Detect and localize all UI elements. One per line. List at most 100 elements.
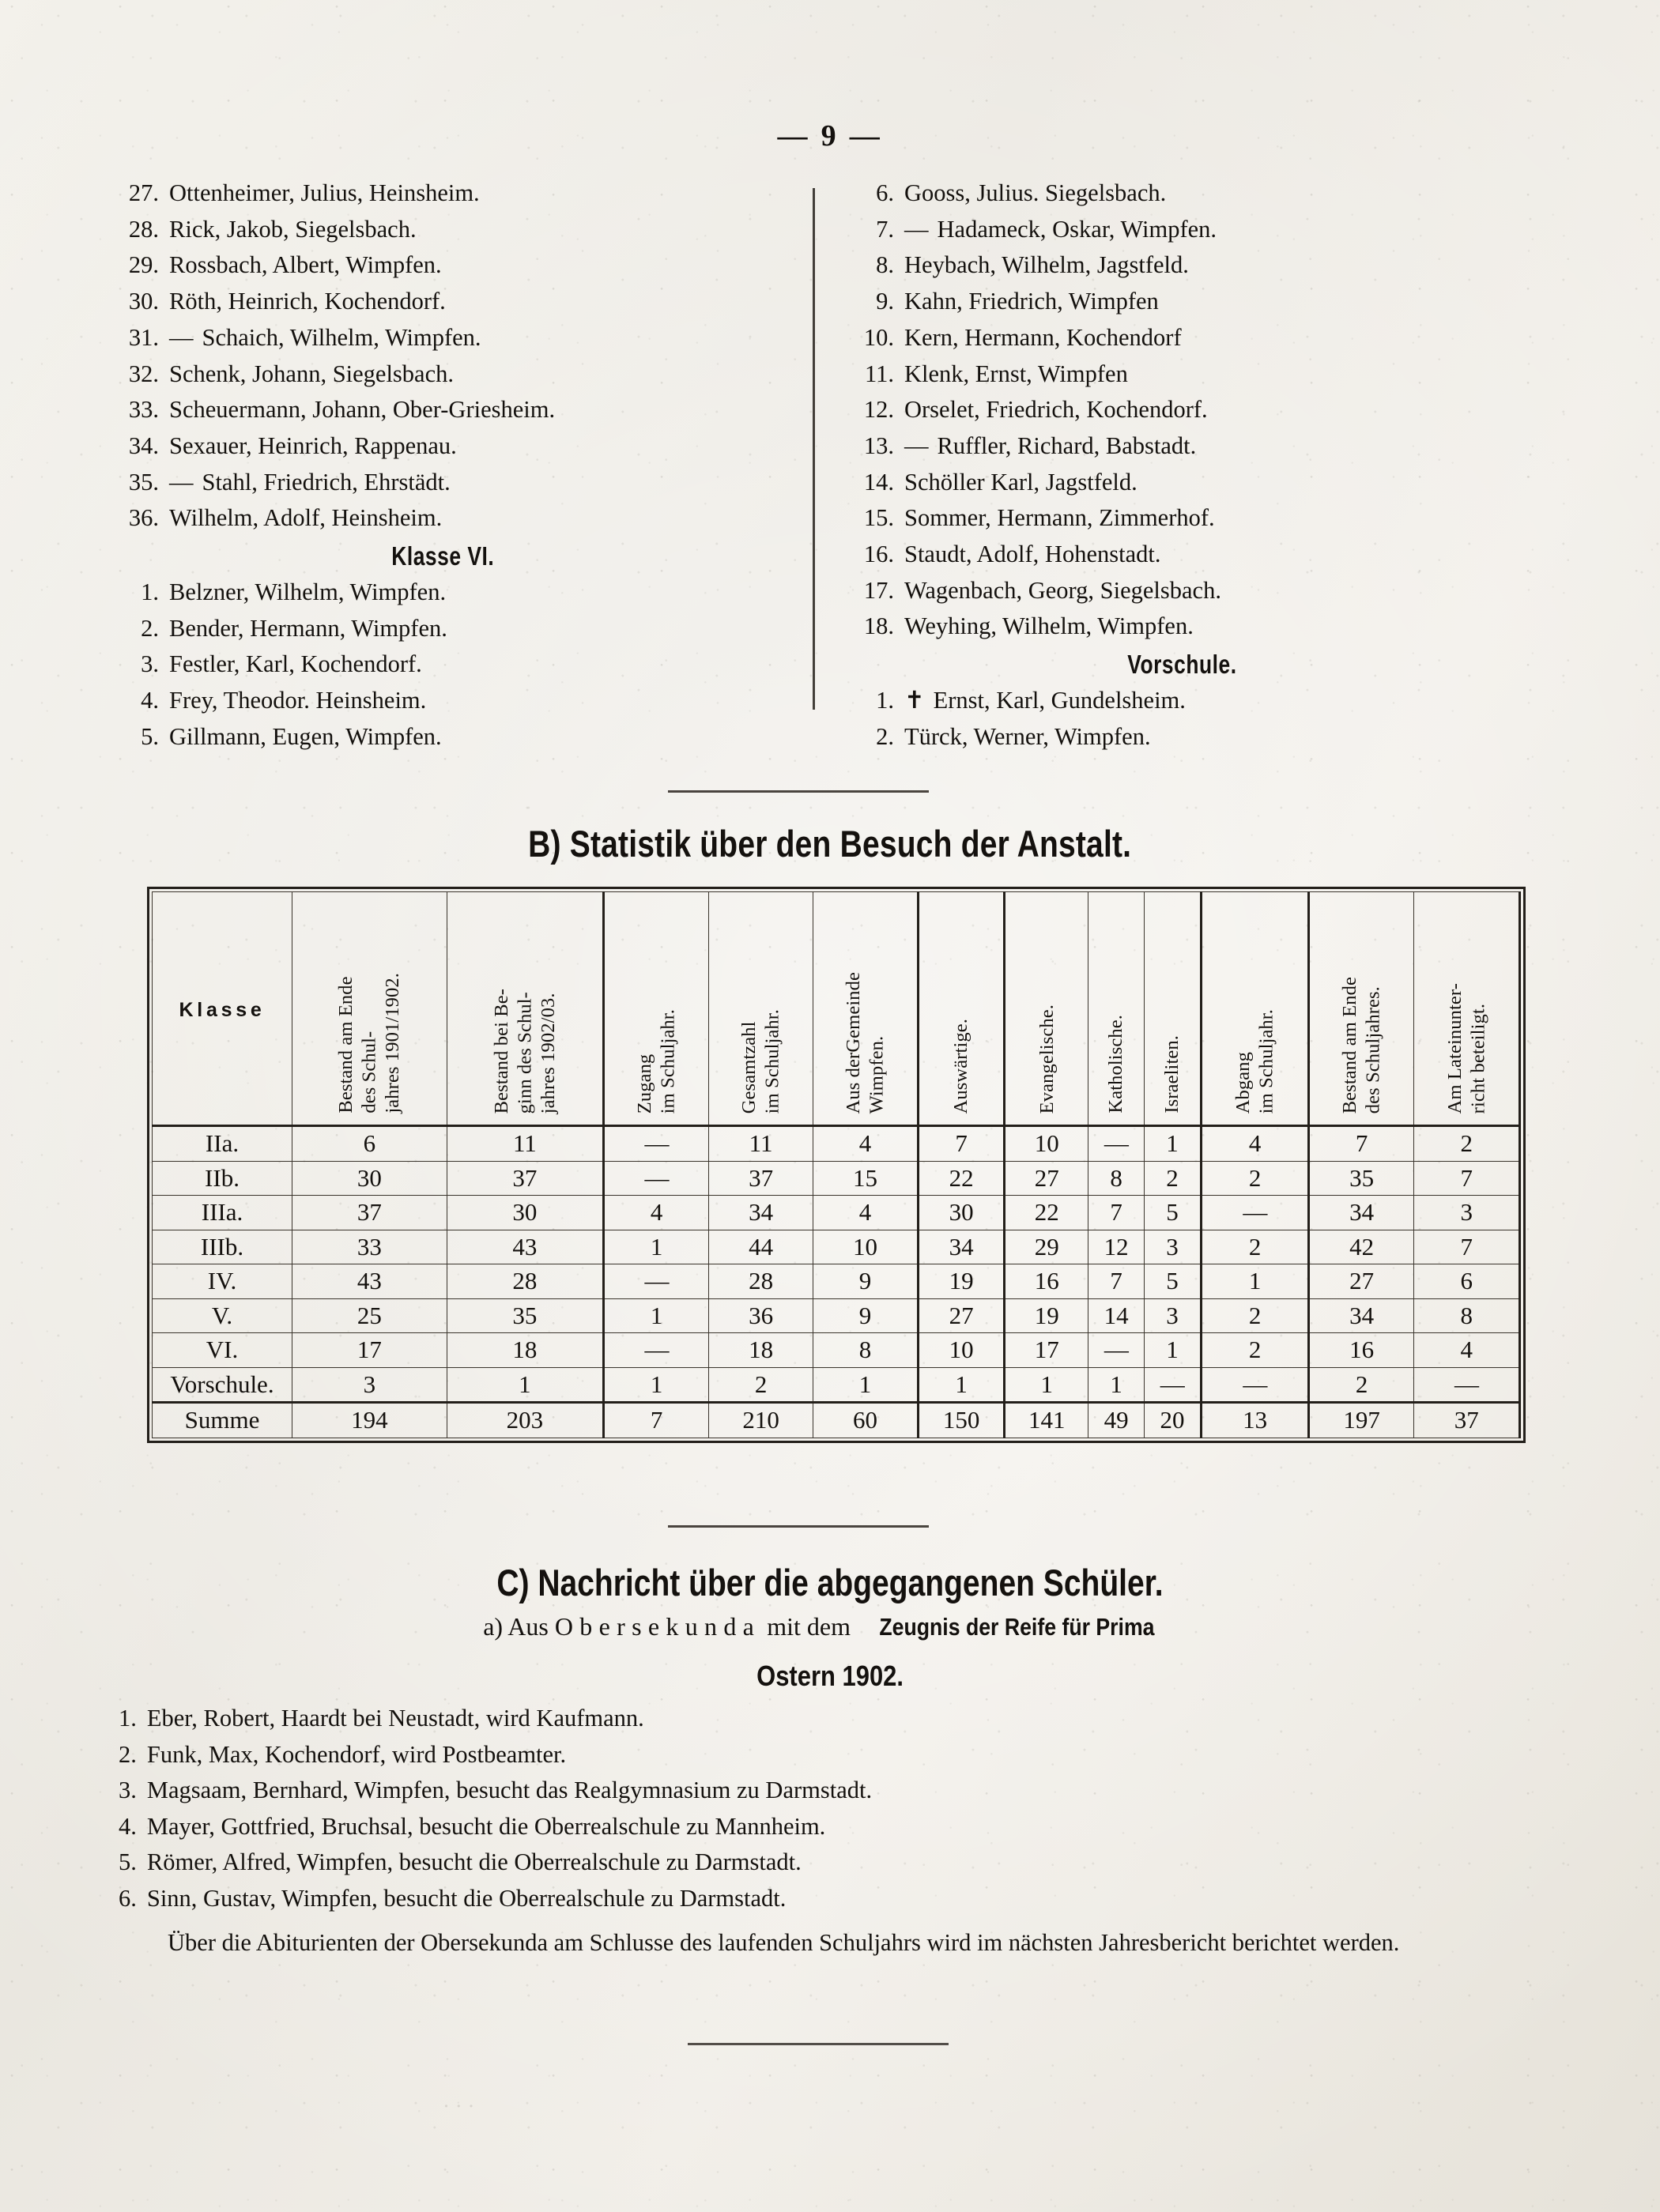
list-item: 4. Frey, Theodor. Heinsheim. — [119, 683, 767, 719]
statistics-cell: 4 — [602, 1195, 710, 1230]
statistics-cell: 9 — [812, 1298, 920, 1333]
list-item-text: Schenk, Johann, Siegelsbach. — [169, 360, 454, 387]
statistics-header-cell: Am Lateinunter- richt beteiligt. — [1413, 891, 1521, 1126]
statistics-cell: 8 — [812, 1332, 920, 1368]
statistics-header-cell: Bestand am Ende des Schul- jahres 1901/1… — [292, 891, 447, 1126]
statistics-cell: — — [602, 1160, 710, 1196]
list-item-number: 6. — [876, 179, 894, 206]
statistics-header-klasse-label: Klasse — [179, 998, 266, 1021]
statistics-row-label: IIb. — [152, 1160, 292, 1196]
list-item-text: Sexauer, Heinrich, Rappenau. — [169, 431, 457, 459]
list-item: 3. Festler, Karl, Kochendorf. — [119, 646, 767, 683]
list-item: 8. Heybach, Wilhelm, Jagstfeld. — [854, 247, 1510, 284]
departed-pupils-list: 1. Eber, Robert, Haardt bei Neustadt, wir… — [119, 1701, 1541, 1916]
list-item-text: Heybach, Wilhelm, Jagstfeld. — [904, 251, 1189, 279]
statistics-header-cell: Auswärtige. — [918, 891, 1005, 1126]
statistics-cell: 1 — [1143, 1332, 1203, 1368]
list-item-text: Staudt, Adolf, Hohenstadt. — [904, 541, 1161, 568]
list-item: 30. Röth, Heinrich, Kochendorf. — [119, 284, 767, 320]
statistics-cell: 3 — [292, 1366, 447, 1403]
statistics-cell: 5 — [1143, 1264, 1203, 1299]
list-item-text: Belzner, Wilhelm, Wimpfen. — [169, 578, 447, 606]
name-list-right-entries: 6. Gooss, Julius. Siegelsbach. 7. — Hadameck… — [854, 175, 1510, 645]
list-item-text: Eber, Robert, Haardt bei Neustadt, wird … — [146, 1705, 644, 1732]
statistics-cell: 2 — [1143, 1160, 1203, 1196]
statistics-row-label: Summe — [152, 1401, 292, 1438]
statistics-header-cell-label: Gesamtzahl im Schuljahr. — [738, 1008, 783, 1114]
statistics-cell: 1 — [812, 1366, 920, 1403]
statistics-cell: 17 — [292, 1332, 447, 1368]
statistics-row-label: VI. — [152, 1332, 292, 1368]
list-item: 3. Magsaam, Bernhard, Wimpfen, besucht da… — [119, 1773, 1541, 1809]
statistics-cell: 33 — [292, 1229, 447, 1264]
list-item-number: 27. — [128, 179, 159, 206]
statistics-cell: 6 — [1413, 1264, 1521, 1299]
statistics-cell: 30 — [292, 1160, 447, 1196]
list-item-text: Gillmann, Eugen, Wimpfen. — [169, 722, 442, 750]
list-item: 6. Sinn, Gustav, Wimpfen, besucht die Obe… — [119, 1881, 1541, 1917]
list-item-text: Wagenbach, Georg, Siegelsbach. — [904, 576, 1221, 604]
statistics-cell: 7 — [1307, 1125, 1415, 1162]
statistics-cell: 11 — [446, 1125, 605, 1162]
statistics-cell: 3 — [1143, 1298, 1203, 1333]
statistics-cell: 1 — [1143, 1125, 1203, 1162]
statistics-row-label: IIIb. — [152, 1229, 292, 1264]
statistics-cell: 10 — [1003, 1125, 1089, 1162]
statistics-total-row: Summe 194 203 7 210 60 150 141 49 20 13 197 37 — [152, 1401, 1521, 1438]
list-item-text: Wilhelm, Adolf, Heinsheim. — [169, 504, 443, 532]
statistics-cell: 20 — [1143, 1401, 1203, 1438]
dash-icon: — — [904, 215, 929, 243]
list-item: 18. Weyhing, Wilhelm, Wimpfen. — [854, 609, 1510, 645]
list-item: 35. — Stahl, Friedrich, Ehrstädt. — [119, 465, 767, 501]
table-row: IIIa. 37 30 4 34 4 30 22 7 5—34 3 — [152, 1195, 1521, 1230]
statistics-row-label: V. — [152, 1298, 292, 1333]
statistics-cell: 3 — [1413, 1195, 1521, 1230]
list-item-text: Magsaam, Bernhard, Wimpfen, besucht das … — [146, 1777, 873, 1803]
list-item-text: Römer, Alfred, Wimpfen, besucht die Ober… — [146, 1848, 802, 1875]
table-row: IIb. 30 37—37 15 22 27 8 2 2 35 7 — [152, 1160, 1521, 1196]
list-item: 16. Staudt, Adolf, Hohenstadt. — [854, 537, 1510, 573]
list-item: 12. Orselet, Friedrich, Kochendorf. — [854, 392, 1510, 428]
statistics-cell: 27 — [918, 1298, 1005, 1333]
list-item-text: Schaich, Wilhelm, Wimpfen. — [202, 323, 481, 351]
statistics-header-cell-label: Bestand am Ende des Schul- jahres 1901/1… — [335, 973, 404, 1114]
list-item-number: 5. — [141, 722, 159, 750]
statistics-header-row: Klasse Bestand am Ende des Schul- jahres … — [152, 891, 1521, 1126]
statistics-cell: 1 — [1003, 1366, 1089, 1403]
statistics-cell: — — [1088, 1125, 1145, 1162]
list-item: 6. Gooss, Julius. Siegelsbach. — [854, 175, 1510, 212]
statistics-cell: 36 — [708, 1298, 813, 1333]
list-item: 9. Kahn, Friedrich, Wimpfen — [854, 284, 1510, 320]
statistics-cell: 37 — [446, 1160, 605, 1196]
table-row: VI. 17 18—18 8 10 17—1 2 16 4 — [152, 1332, 1521, 1368]
statistics-header-cell: Israeliten. — [1143, 891, 1203, 1126]
statistics-header-cell-label: Israeliten. — [1161, 1035, 1183, 1114]
list-item-text: Schöller Karl, Jagstfeld. — [904, 468, 1137, 496]
list-item-number: 1. — [119, 1705, 137, 1732]
statistics-cell: 35 — [1307, 1160, 1415, 1196]
list-item: 7. — Hadameck, Oskar, Wimpfen. — [854, 212, 1510, 248]
subheading-a-prefix: a) Aus — [483, 1612, 555, 1641]
statistics-cell: 4 — [812, 1125, 920, 1162]
statistics-cell: 11 — [708, 1125, 813, 1162]
table-row: IIa. 6 11—11 4 7 10—1 4 7 2 — [152, 1125, 1521, 1162]
list-item: 4. Mayer, Gottfried, Bruchsal, besucht di… — [119, 1809, 1541, 1845]
statistics-cell: 141 — [1003, 1401, 1089, 1438]
statistics-cell: 3 — [1143, 1229, 1203, 1264]
statistics-cell: 30 — [446, 1195, 605, 1230]
list-item: 34. Sexauer, Heinrich, Rappenau. — [119, 428, 767, 465]
statistics-cell: 42 — [1307, 1229, 1415, 1264]
subheading-vorschule: Vorschule. — [854, 650, 1510, 680]
list-item: 31. — Schaich, Wilhelm, Wimpfen. — [119, 320, 767, 356]
statistics-cell: 60 — [812, 1401, 920, 1438]
list-item: 5. Gillmann, Eugen, Wimpfen. — [119, 719, 767, 756]
statistics-cell: 1 — [602, 1298, 710, 1333]
list-item-number: 10. — [863, 323, 894, 351]
list-item-number: 18. — [863, 612, 894, 640]
statistics-cell: 9 — [812, 1264, 920, 1299]
list-item-text: Scheuermann, Johann, Ober-Griesheim. — [169, 396, 556, 424]
subheading-a-zeugnis: Zeugnis der Reife für Prima — [879, 1613, 1155, 1641]
statistics-table-frame: Klasse Bestand am Ende des Schul- jahres … — [147, 887, 1526, 1443]
statistics-row-label: IIIa. — [152, 1195, 292, 1230]
